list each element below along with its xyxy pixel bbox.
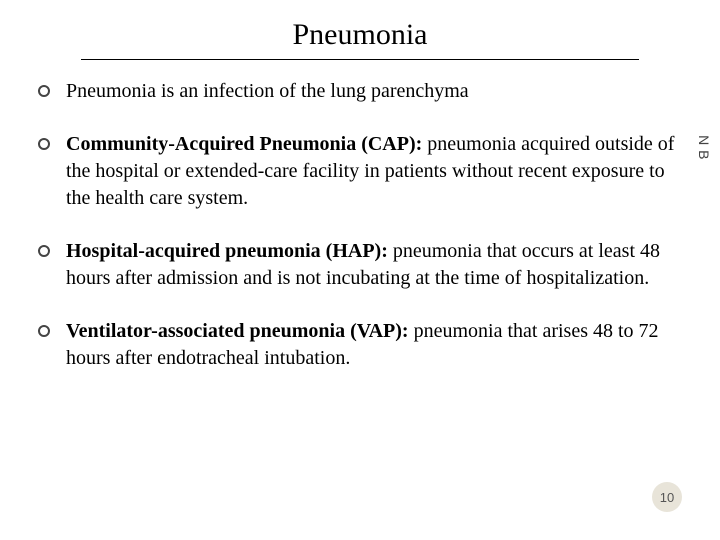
side-label: N B xyxy=(696,135,712,160)
page-number: 10 xyxy=(660,490,674,505)
bullet-text: Ventilator-associated pneumonia (VAP): p… xyxy=(66,318,682,372)
list-item: Pneumonia is an infection of the lung pa… xyxy=(38,78,682,105)
bullet-icon xyxy=(38,325,50,337)
list-item: Hospital-acquired pneumonia (HAP): pneum… xyxy=(38,238,682,292)
bullet-icon xyxy=(38,245,50,257)
bullet-text: Community-Acquired Pneumonia (CAP): pneu… xyxy=(66,131,682,212)
slide: Pneumonia Pneumonia is an infection of t… xyxy=(0,0,720,540)
bullet-text: Pneumonia is an infection of the lung pa… xyxy=(66,78,469,105)
list-item: Ventilator-associated pneumonia (VAP): p… xyxy=(38,318,682,372)
page-title: Pneumonia xyxy=(81,18,638,60)
page-number-badge: 10 xyxy=(652,482,682,512)
bullet-icon xyxy=(38,85,50,97)
content-area: Pneumonia is an infection of the lung pa… xyxy=(36,78,684,372)
bullet-text: Hospital-acquired pneumonia (HAP): pneum… xyxy=(66,238,682,292)
bullet-icon xyxy=(38,138,50,150)
list-item: Community-Acquired Pneumonia (CAP): pneu… xyxy=(38,131,682,212)
